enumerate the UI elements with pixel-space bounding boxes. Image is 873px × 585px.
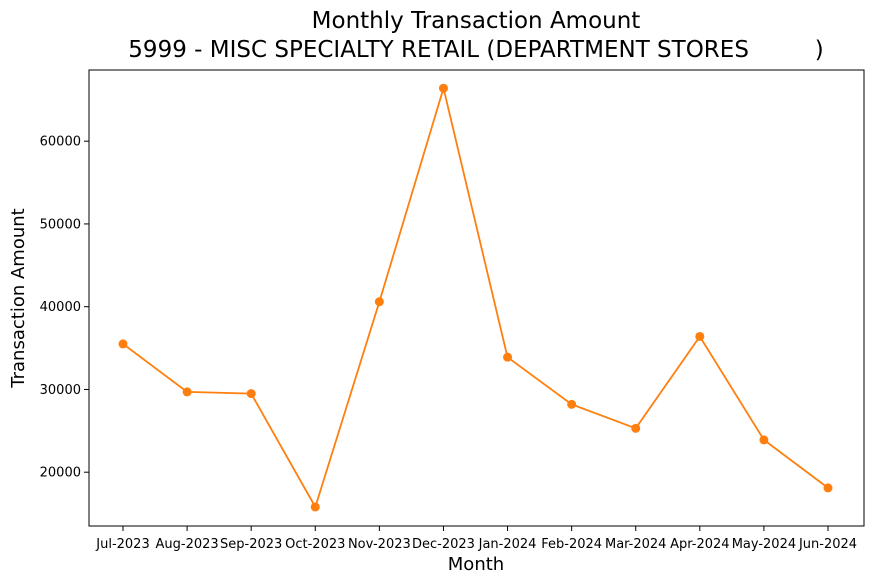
x-tick-label: Apr-2024 [670, 537, 729, 552]
x-tick-label: Mar-2024 [605, 537, 666, 552]
data-point [567, 399, 577, 409]
x-tick-label: Dec-2023 [412, 537, 475, 552]
chart-title-line1: Monthly Transaction Amount [312, 8, 641, 34]
data-point [118, 339, 128, 349]
y-tick-label: 50000 [40, 217, 81, 232]
data-point [823, 483, 833, 493]
x-tick-label: Jul-2023 [95, 537, 149, 552]
chart-title-line2: 5999 - MISC SPECIALTY RETAIL (DEPARTMENT… [128, 37, 823, 63]
data-point [374, 297, 384, 307]
x-tick-label: Aug-2023 [156, 537, 219, 552]
x-tick-label: Oct-2023 [285, 537, 345, 552]
x-tick-label: Jun-2024 [798, 537, 857, 552]
y-axis: 20000 30000 40000 50000 60000 [40, 135, 89, 481]
data-point [631, 423, 641, 433]
x-tick-label: Feb-2024 [541, 537, 602, 552]
plot-area-frame [88, 69, 865, 527]
data-point [759, 435, 769, 445]
x-tick-label: Nov-2023 [348, 537, 411, 552]
x-axis: Jul-2023 Aug-2023 Sep-2023 Oct-2023 Nov-2023… [95, 526, 857, 552]
y-axis-label: Transaction Amount [8, 208, 29, 388]
x-tick-label: Sep-2023 [220, 537, 282, 552]
x-tick-label: Jan-2024 [478, 537, 537, 552]
x-axis-label: Month [448, 554, 504, 575]
y-tick-label: 60000 [40, 135, 81, 150]
y-tick-label: 20000 [40, 466, 81, 481]
data-point [246, 389, 256, 399]
series-line [122, 84, 829, 510]
data-point [695, 331, 705, 341]
x-tick-label: May-2024 [732, 537, 796, 552]
series-markers [118, 83, 833, 512]
data-point [503, 352, 513, 362]
data-point [438, 83, 448, 93]
data-point [182, 387, 192, 397]
y-tick-label: 30000 [40, 383, 81, 398]
data-point [310, 502, 320, 512]
y-tick-label: 40000 [40, 300, 81, 315]
